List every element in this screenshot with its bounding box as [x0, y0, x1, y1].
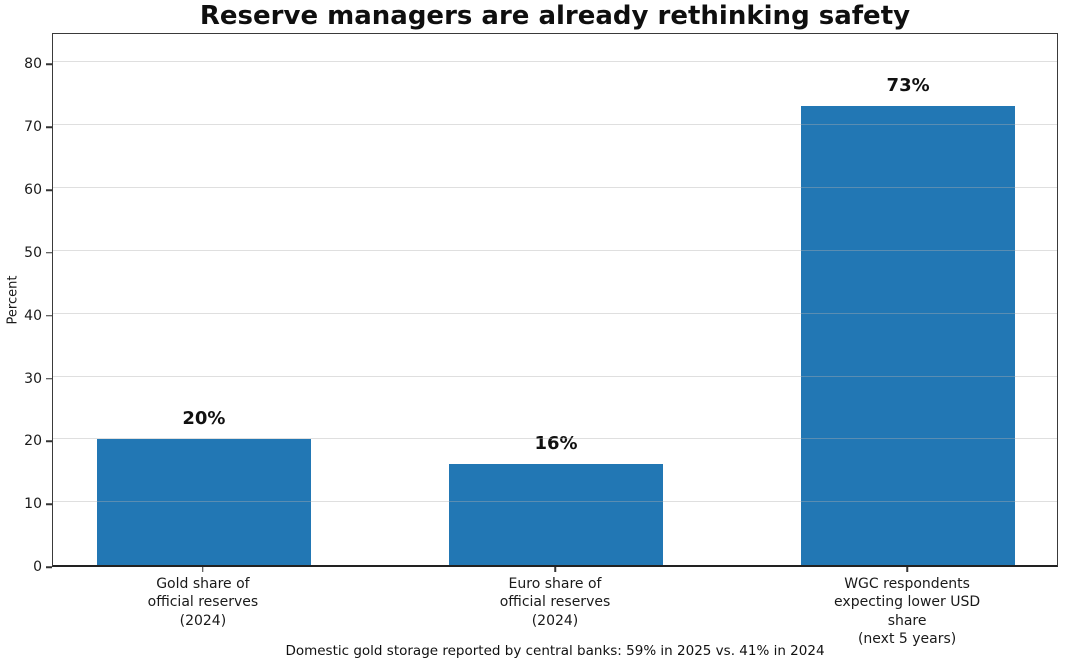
gridline — [53, 187, 1057, 189]
y-tick-label: 0 — [33, 559, 42, 575]
bar-value-label: 20% — [182, 408, 226, 430]
y-tick-mark — [46, 314, 52, 317]
chart-title: Reserve managers are already rethinking … — [199, 1, 911, 31]
gridline — [53, 501, 1057, 503]
y-tick-mark — [46, 503, 52, 505]
x-tick-label: Gold share of official reserves (2024) — [147, 576, 259, 629]
x-tick-mark — [554, 567, 556, 572]
y-tick-label: 80 — [24, 56, 42, 73]
y-tick-mark — [46, 189, 52, 191]
gridline — [53, 375, 1057, 377]
y-tick-label: 40 — [24, 307, 42, 324]
y-tick-mark — [46, 566, 52, 568]
footnote: Domestic gold storage reported by centra… — [285, 643, 825, 659]
y-tick-label: 30 — [24, 370, 42, 387]
x-tick-label: Euro share of official reserves (2024) — [499, 576, 611, 629]
bar-value-label: 16% — [534, 433, 578, 455]
gridline — [53, 124, 1057, 126]
y-tick-mark — [46, 63, 52, 66]
bar — [449, 464, 663, 565]
y-tick-label: 50 — [24, 244, 42, 261]
gridline — [53, 312, 1057, 314]
bar-value-label: 73% — [886, 75, 930, 97]
gridline — [53, 61, 1057, 63]
gridline — [53, 438, 1057, 440]
y-tick-label: 10 — [24, 496, 42, 513]
bar — [97, 439, 311, 565]
x-tick-mark — [202, 567, 204, 572]
bar — [801, 106, 1015, 565]
y-tick-mark — [46, 377, 52, 380]
y-tick-label: 20 — [24, 433, 42, 450]
x-tick-mark — [906, 567, 908, 572]
x-tick-label: WGC respondents expecting lower USD shar… — [834, 576, 981, 648]
y-tick-mark — [46, 440, 52, 443]
y-tick-label: 70 — [24, 119, 42, 136]
y-tick-label: 60 — [24, 182, 42, 199]
y-tick-mark — [46, 252, 52, 254]
y-tick-mark — [46, 126, 52, 128]
plot-area: 20% 16% 73% — [52, 33, 1058, 567]
gridline — [53, 249, 1057, 251]
